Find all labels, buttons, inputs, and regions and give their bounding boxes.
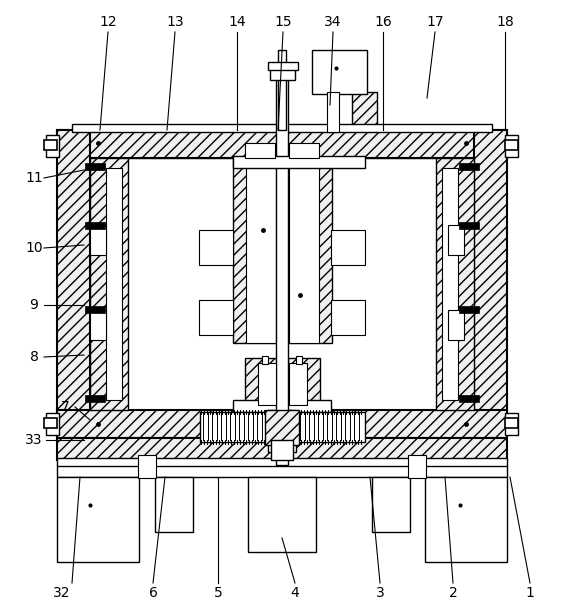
Text: 5: 5: [213, 586, 222, 600]
Bar: [448, 310, 464, 340]
Text: 33: 33: [25, 433, 43, 447]
Bar: [90, 158, 474, 410]
Bar: [199, 230, 233, 265]
Bar: [57, 410, 507, 438]
Bar: [85, 163, 105, 170]
Text: 14: 14: [228, 15, 246, 29]
Bar: [57, 477, 139, 562]
Text: 15: 15: [274, 15, 292, 29]
Bar: [505, 140, 518, 150]
Bar: [155, 477, 193, 532]
Bar: [288, 158, 332, 343]
Bar: [200, 412, 268, 442]
Text: 9: 9: [30, 298, 38, 312]
Bar: [258, 363, 276, 405]
Bar: [459, 163, 479, 170]
Bar: [289, 165, 319, 343]
Text: 11: 11: [25, 171, 43, 185]
Bar: [408, 455, 426, 478]
Text: 2: 2: [449, 586, 457, 600]
Bar: [233, 400, 331, 412]
Text: 7: 7: [61, 400, 69, 414]
Bar: [352, 92, 377, 128]
Text: 13: 13: [166, 15, 184, 29]
Text: 6: 6: [149, 586, 158, 600]
Text: 17: 17: [426, 15, 444, 29]
Bar: [57, 130, 507, 158]
Bar: [268, 62, 298, 70]
Bar: [246, 165, 276, 343]
Text: 4: 4: [291, 586, 300, 600]
Bar: [459, 395, 479, 402]
Bar: [331, 230, 365, 265]
Bar: [297, 412, 365, 442]
Bar: [271, 440, 293, 460]
Bar: [44, 418, 57, 428]
Bar: [90, 225, 106, 255]
Bar: [44, 140, 57, 150]
Bar: [245, 358, 277, 410]
Bar: [248, 477, 316, 552]
Bar: [57, 458, 507, 466]
Text: 16: 16: [374, 15, 392, 29]
Bar: [270, 68, 295, 80]
Bar: [474, 130, 507, 418]
Bar: [85, 222, 105, 229]
Bar: [278, 50, 286, 130]
Bar: [505, 413, 518, 435]
Text: 8: 8: [30, 350, 38, 364]
Bar: [288, 358, 320, 410]
Bar: [505, 418, 518, 428]
Bar: [57, 438, 507, 460]
Bar: [276, 75, 288, 465]
Bar: [72, 124, 492, 132]
Bar: [327, 92, 339, 132]
Text: 18: 18: [496, 15, 514, 29]
Bar: [331, 300, 365, 335]
Bar: [46, 413, 59, 435]
Bar: [57, 130, 90, 418]
Bar: [436, 158, 474, 410]
Bar: [85, 306, 105, 313]
Bar: [312, 50, 367, 94]
Bar: [425, 477, 507, 562]
Bar: [442, 168, 458, 400]
Bar: [296, 356, 302, 364]
Bar: [233, 156, 365, 168]
Bar: [265, 410, 299, 445]
Bar: [90, 310, 106, 340]
Bar: [262, 356, 268, 364]
Bar: [46, 135, 59, 157]
Text: 32: 32: [53, 586, 71, 600]
Text: 3: 3: [376, 586, 385, 600]
Bar: [138, 455, 156, 478]
Bar: [505, 135, 518, 157]
Bar: [448, 225, 464, 255]
Bar: [459, 306, 479, 313]
Bar: [289, 363, 307, 405]
Text: 34: 34: [324, 15, 342, 29]
Bar: [268, 410, 296, 452]
Bar: [459, 222, 479, 229]
Bar: [57, 465, 507, 477]
Bar: [85, 395, 105, 402]
Bar: [233, 158, 277, 343]
Bar: [245, 143, 275, 158]
Bar: [106, 168, 122, 400]
Bar: [372, 477, 410, 532]
Text: 10: 10: [25, 241, 43, 255]
Text: 12: 12: [99, 15, 117, 29]
Bar: [289, 143, 319, 158]
Text: 1: 1: [526, 586, 534, 600]
Bar: [90, 158, 128, 410]
Bar: [199, 300, 233, 335]
